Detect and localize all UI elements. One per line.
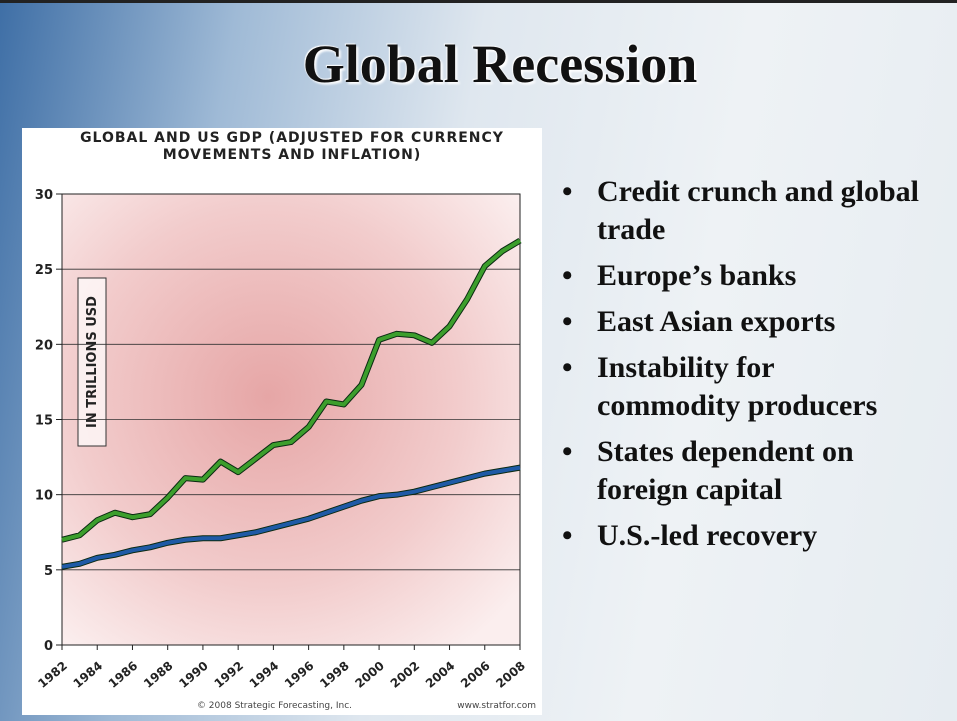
x-tick-label: 1990: [176, 659, 211, 691]
x-tick-label: 1982: [35, 659, 70, 691]
bullet: Europe’s banks: [560, 257, 920, 295]
website: www.stratfor.com: [457, 701, 536, 711]
y-tick-label: 0: [44, 639, 53, 654]
y-axis-label: IN TRILLIONS USD: [85, 296, 100, 428]
slide-title: Global Recession: [180, 33, 820, 95]
y-tick-label: 10: [35, 489, 53, 504]
bullet: U.S.-led recovery: [560, 517, 920, 555]
bullet: States dependent on foreign capital: [560, 433, 920, 509]
bullet: Credit crunch and global trade: [560, 173, 920, 249]
credit: © 2008 Strategic Forecasting, Inc.: [197, 701, 352, 711]
y-tick-label: 30: [35, 188, 53, 203]
y-tick-label: 20: [35, 338, 53, 353]
x-tick-label: 1992: [211, 659, 246, 691]
y-tick-label: 25: [35, 263, 53, 278]
slide: Global Recession Credit crunch and globa…: [0, 0, 957, 721]
x-tick-label: 2004: [423, 659, 458, 691]
x-tick-label: 1998: [317, 659, 352, 691]
bullet-list: Credit crunch and global trade Europe’s b…: [560, 173, 920, 563]
x-tick-label: 1986: [106, 659, 141, 691]
chart-panel: GLOBAL AND US GDP (ADJUSTED FOR CURRENCY…: [22, 128, 542, 715]
x-tick-label: 1996: [282, 659, 317, 691]
x-tick-label: 2006: [458, 659, 493, 691]
x-tick-label: 1994: [247, 659, 282, 691]
y-tick-label: 5: [44, 564, 53, 579]
x-tick-label: 1988: [141, 659, 176, 691]
x-tick-label: 2000: [352, 659, 387, 691]
bullet: East Asian exports: [560, 303, 920, 341]
y-tick-label: 15: [35, 414, 53, 429]
x-tick-label: 1984: [71, 659, 106, 691]
x-tick-label: 2002: [388, 659, 423, 691]
x-tick-label: 2008: [493, 659, 528, 691]
chart: IN TRILLIONS USD © 2008 Strategic Foreca…: [22, 128, 542, 715]
bullet: Instability for commodity producers: [560, 349, 920, 425]
